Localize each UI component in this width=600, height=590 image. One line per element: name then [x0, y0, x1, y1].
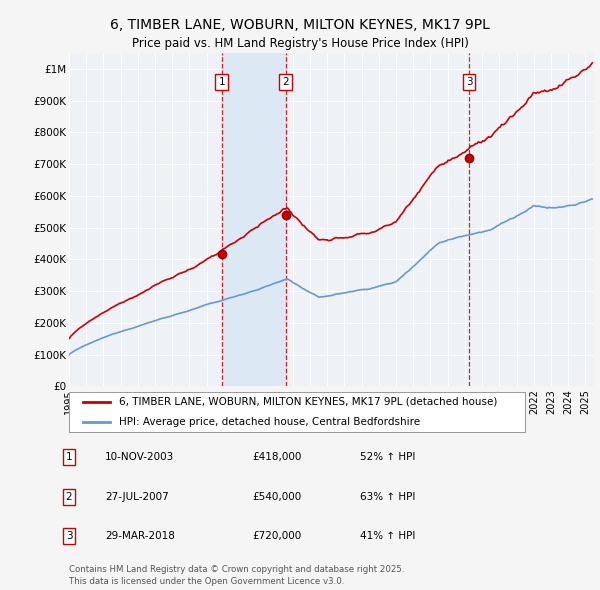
Text: £418,000: £418,000 [252, 453, 301, 462]
Text: 2: 2 [65, 492, 73, 502]
Text: 1: 1 [218, 77, 225, 87]
Text: Price paid vs. HM Land Registry's House Price Index (HPI): Price paid vs. HM Land Registry's House … [131, 37, 469, 50]
Text: 6, TIMBER LANE, WOBURN, MILTON KEYNES, MK17 9PL: 6, TIMBER LANE, WOBURN, MILTON KEYNES, M… [110, 18, 490, 32]
Text: 63% ↑ HPI: 63% ↑ HPI [360, 492, 415, 502]
Text: 2: 2 [282, 77, 289, 87]
Text: £720,000: £720,000 [252, 532, 301, 541]
Text: Contains HM Land Registry data © Crown copyright and database right 2025.
This d: Contains HM Land Registry data © Crown c… [69, 565, 404, 586]
Text: 27-JUL-2007: 27-JUL-2007 [105, 492, 169, 502]
Text: 6, TIMBER LANE, WOBURN, MILTON KEYNES, MK17 9PL (detached house): 6, TIMBER LANE, WOBURN, MILTON KEYNES, M… [119, 397, 497, 407]
Text: 3: 3 [65, 532, 73, 541]
Text: 3: 3 [466, 77, 473, 87]
Text: 41% ↑ HPI: 41% ↑ HPI [360, 532, 415, 541]
Bar [221, 53, 286, 386]
Text: 1: 1 [65, 453, 73, 462]
Text: 52% ↑ HPI: 52% ↑ HPI [360, 453, 415, 462]
Text: 10-NOV-2003: 10-NOV-2003 [105, 453, 174, 462]
Text: £540,000: £540,000 [252, 492, 301, 502]
Text: HPI: Average price, detached house, Central Bedfordshire: HPI: Average price, detached house, Cent… [119, 417, 420, 427]
Text: 29-MAR-2018: 29-MAR-2018 [105, 532, 175, 541]
